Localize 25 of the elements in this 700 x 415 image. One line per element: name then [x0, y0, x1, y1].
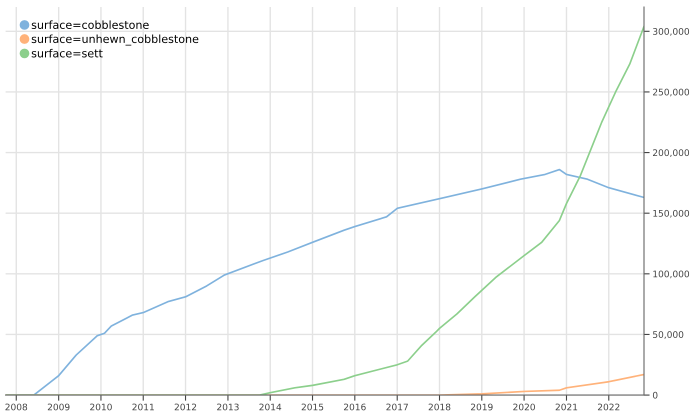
legend-label: surface=sett [32, 48, 103, 58]
x-tick-label: 2022 [598, 404, 620, 410]
y-tick-label: 300,000 [653, 28, 690, 36]
legend-label: surface=unhewn_cobblestone [32, 34, 198, 46]
x-tick-label: 2011 [132, 404, 154, 410]
x-tick-label: 2010 [90, 404, 112, 410]
x-tick-label: 2013 [217, 404, 239, 410]
x-tick-label: 2020 [513, 404, 535, 410]
y-tick-label: 250,000 [652, 88, 690, 96]
x-tick-label: 2014 [259, 404, 282, 410]
y-tick-label: 200,000 [652, 149, 690, 158]
y-tick-label: 100,000 [653, 270, 690, 278]
x-tick-label: 2008 [5, 404, 28, 410]
x-tick-label: 2015 [302, 404, 324, 410]
y-tick-label: 50,000 [653, 331, 684, 339]
x-tick-label: 2021 [556, 404, 578, 410]
x-tick-label: 2018 [428, 404, 450, 410]
y-tick-label: 150,000 [653, 210, 690, 218]
legend-label: surface=cobblestone [32, 20, 149, 29]
y-tick-label: 0 [652, 392, 658, 399]
x-tick-label: 2017 [386, 404, 408, 410]
x-tick-label: 2012 [174, 404, 196, 410]
x-tick-label: 2016 [344, 404, 366, 410]
x-tick-label: 2009 [48, 404, 70, 410]
x-tick-label: 2019 [470, 404, 493, 410]
